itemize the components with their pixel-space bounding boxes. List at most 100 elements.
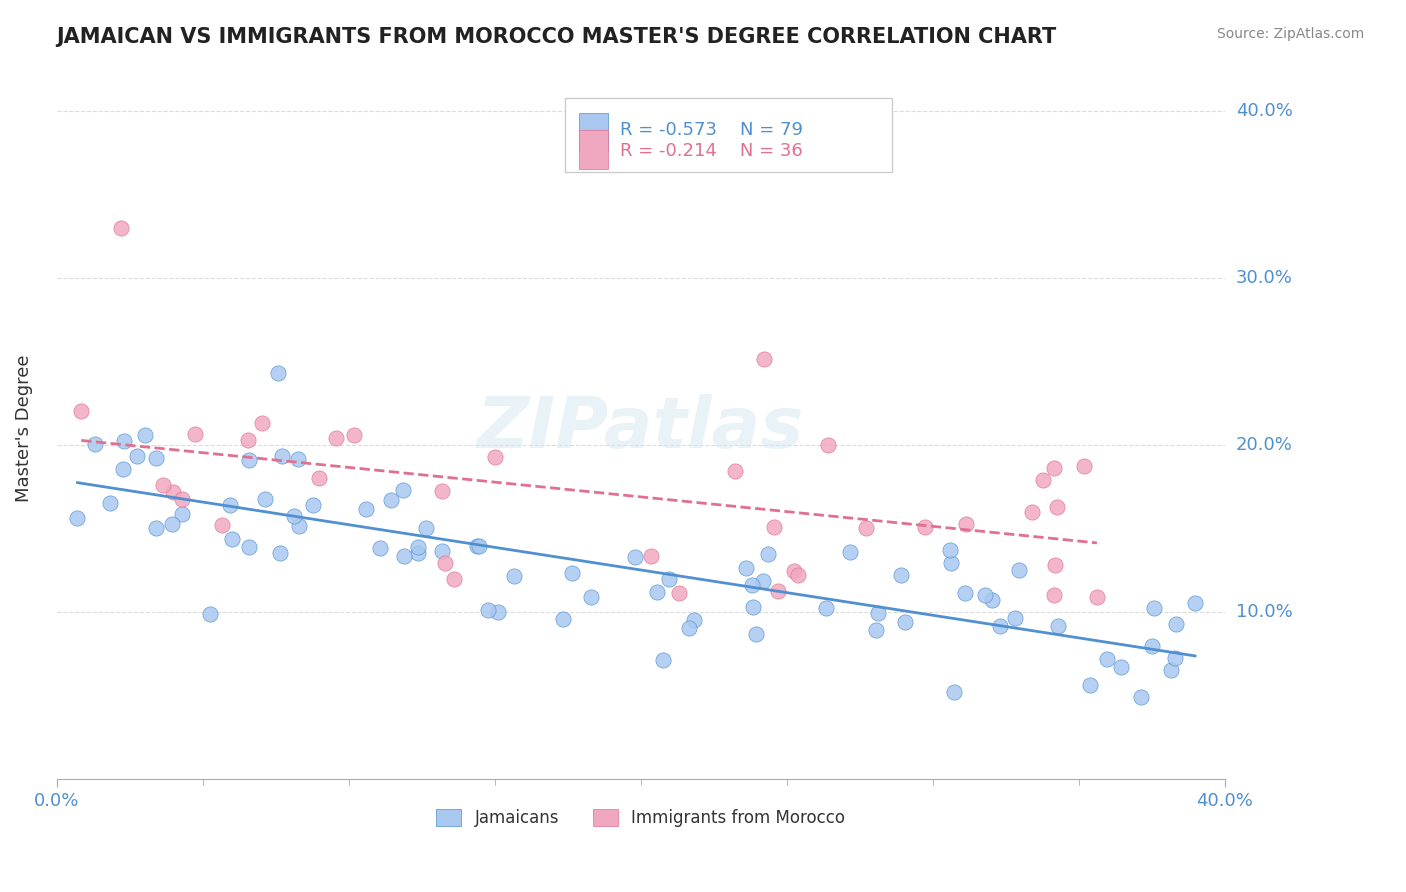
Point (134, 428, 156, 442)
Point (66, 511, 89, 525)
Point (1043, 558, 1066, 572)
Point (308, 471, 330, 485)
Point (430, 543, 453, 558)
Point (110, 220, 132, 235)
Point (270, 449, 292, 463)
FancyBboxPatch shape (565, 98, 891, 172)
Text: 10.0%: 10.0% (1236, 603, 1292, 621)
Point (238, 433, 260, 447)
Point (752, 574, 775, 588)
Point (724, 464, 747, 478)
Point (145, 521, 167, 535)
Point (658, 572, 681, 586)
Point (1042, 460, 1064, 475)
Text: Source: ZipAtlas.com: Source: ZipAtlas.com (1216, 27, 1364, 41)
Point (250, 416, 273, 430)
Point (955, 586, 977, 600)
Text: 20.0%: 20.0% (1236, 436, 1292, 454)
Point (302, 498, 325, 512)
Point (890, 568, 912, 582)
Point (1095, 651, 1118, 665)
Point (152, 477, 174, 491)
Point (486, 605, 509, 619)
Point (172, 491, 194, 506)
Point (392, 483, 415, 498)
Point (754, 351, 776, 366)
Point (786, 568, 808, 582)
Point (624, 549, 647, 564)
Point (111, 462, 134, 476)
Point (433, 556, 456, 570)
Point (343, 428, 366, 442)
Point (127, 450, 149, 464)
Point (502, 568, 524, 582)
Point (354, 502, 377, 516)
Point (678, 621, 700, 635)
Point (112, 434, 135, 448)
Point (1085, 590, 1108, 604)
FancyBboxPatch shape (579, 112, 607, 151)
Y-axis label: Master's Degree: Master's Degree (15, 354, 32, 502)
Point (766, 583, 789, 598)
Point (1160, 663, 1182, 677)
Text: JAMAICAN VS IMMIGRANTS FROM MOROCCO MASTER'S DEGREE CORRELATION CHART: JAMAICAN VS IMMIGRANTS FROM MOROCCO MAST… (56, 27, 1056, 46)
Text: R = -0.214    N = 36: R = -0.214 N = 36 (620, 142, 803, 160)
Point (238, 540, 260, 554)
Point (734, 560, 756, 574)
Point (1140, 640, 1163, 654)
Point (160, 517, 183, 532)
Point (368, 541, 391, 555)
Point (839, 545, 862, 559)
Point (988, 619, 1011, 633)
Point (1130, 690, 1153, 704)
Point (652, 653, 675, 667)
Point (283, 509, 305, 524)
Point (221, 532, 243, 546)
Point (172, 507, 194, 521)
Point (468, 539, 491, 553)
Point (1109, 660, 1132, 674)
Point (267, 366, 290, 380)
Point (1021, 505, 1043, 519)
Point (145, 450, 167, 465)
Point (406, 546, 429, 560)
Point (1004, 610, 1026, 624)
Point (894, 615, 917, 629)
Point (756, 548, 779, 562)
Text: R = -0.573    N = 79: R = -0.573 N = 79 (620, 121, 803, 139)
Point (1164, 651, 1187, 665)
Text: 30.0%: 30.0% (1236, 268, 1292, 287)
Point (745, 626, 768, 640)
Point (942, 685, 965, 699)
Point (763, 520, 786, 534)
Point (561, 566, 583, 580)
Point (211, 518, 233, 533)
Point (973, 588, 995, 602)
Point (783, 564, 806, 578)
Point (682, 613, 704, 627)
Point (939, 556, 962, 570)
Point (467, 539, 489, 553)
Point (477, 603, 499, 617)
Point (287, 451, 309, 466)
Point (938, 543, 960, 558)
Point (254, 491, 277, 506)
Point (184, 427, 207, 442)
Point (287, 519, 309, 533)
Point (83, 436, 105, 450)
Point (1032, 474, 1054, 488)
Point (855, 520, 877, 534)
Point (1164, 617, 1187, 632)
Point (1073, 459, 1095, 474)
Point (645, 585, 668, 599)
Point (269, 545, 291, 559)
Point (1078, 678, 1101, 692)
Point (162, 485, 184, 500)
Point (866, 606, 889, 620)
Point (1046, 500, 1069, 515)
Point (668, 586, 690, 600)
Legend: Jamaicans, Immigrants from Morocco: Jamaicans, Immigrants from Morocco (430, 802, 852, 834)
Point (741, 578, 763, 592)
Point (484, 450, 506, 464)
Text: ZIPatlas: ZIPatlas (477, 393, 804, 463)
